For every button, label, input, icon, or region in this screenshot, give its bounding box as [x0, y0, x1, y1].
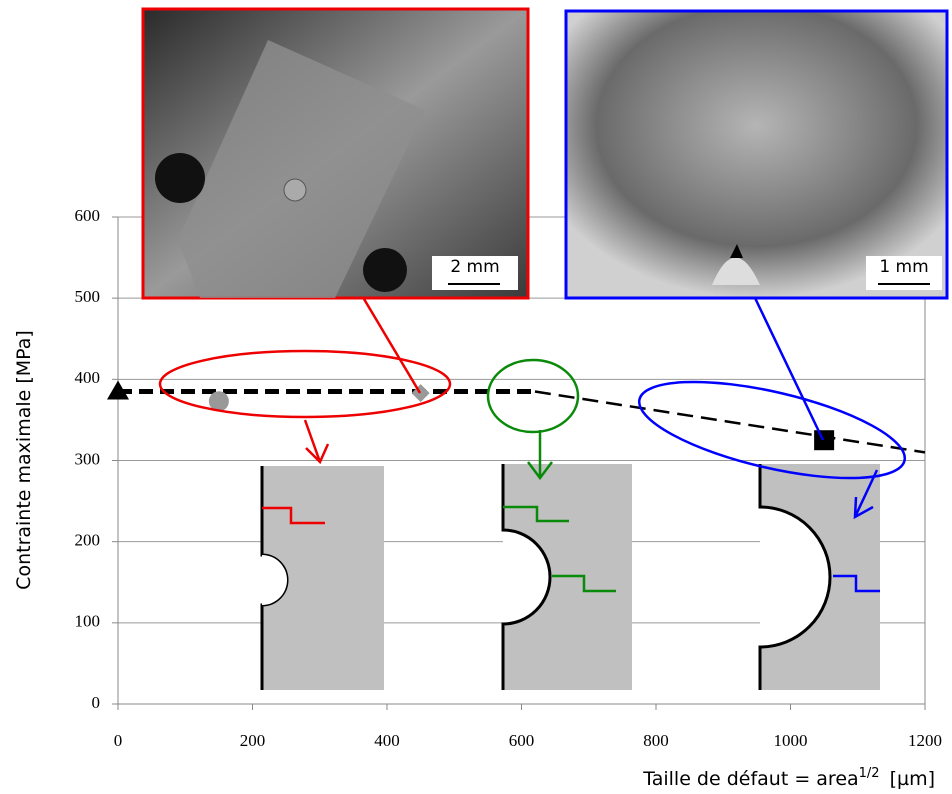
specimen-medium	[501, 464, 632, 690]
limit-line	[534, 390, 926, 454]
y-tick-label: 400	[75, 368, 101, 387]
photo-red: 2 mm	[141, 7, 530, 300]
y-tick-label: 500	[75, 287, 101, 306]
x-tick-label: 0	[114, 731, 123, 750]
scale-bar-label: 2 mm	[450, 257, 499, 277]
x-tick-label: 1200	[908, 731, 942, 750]
point	[814, 430, 835, 451]
y-tick-label: 100	[75, 612, 101, 631]
y-tick-label: 300	[75, 449, 101, 468]
x-tick-label: 200	[240, 731, 266, 750]
specimen-small	[260, 466, 384, 690]
specimen-large	[758, 464, 880, 690]
x-label-sup: 1/2	[859, 766, 880, 781]
x-tick-label: 1000	[774, 731, 808, 750]
y-tick-label: 600	[75, 206, 101, 225]
y-axis-label: Contrainte maximale [MPa]	[13, 330, 35, 590]
x-axis-label: Taille de défaut = area1/2 [µm]	[642, 766, 935, 790]
x-label-unit: [µm]	[890, 768, 935, 790]
x-tick-label: 800	[643, 731, 669, 750]
point	[208, 391, 229, 412]
ellipse-green	[486, 358, 580, 434]
y-tick-label: 200	[75, 531, 101, 550]
point	[107, 380, 129, 400]
x-tick-label: 600	[509, 731, 535, 750]
photo-blue: 1 mm	[564, 9, 949, 300]
x-label-text: Taille de défaut = area	[642, 768, 858, 790]
x-tick-label: 400	[374, 731, 400, 750]
y-tick-label: 0	[92, 693, 101, 712]
point	[411, 384, 430, 403]
ellipse-red	[158, 349, 452, 419]
scale-bar-label: 1 mm	[879, 257, 928, 277]
ellipse-blue	[637, 380, 907, 480]
